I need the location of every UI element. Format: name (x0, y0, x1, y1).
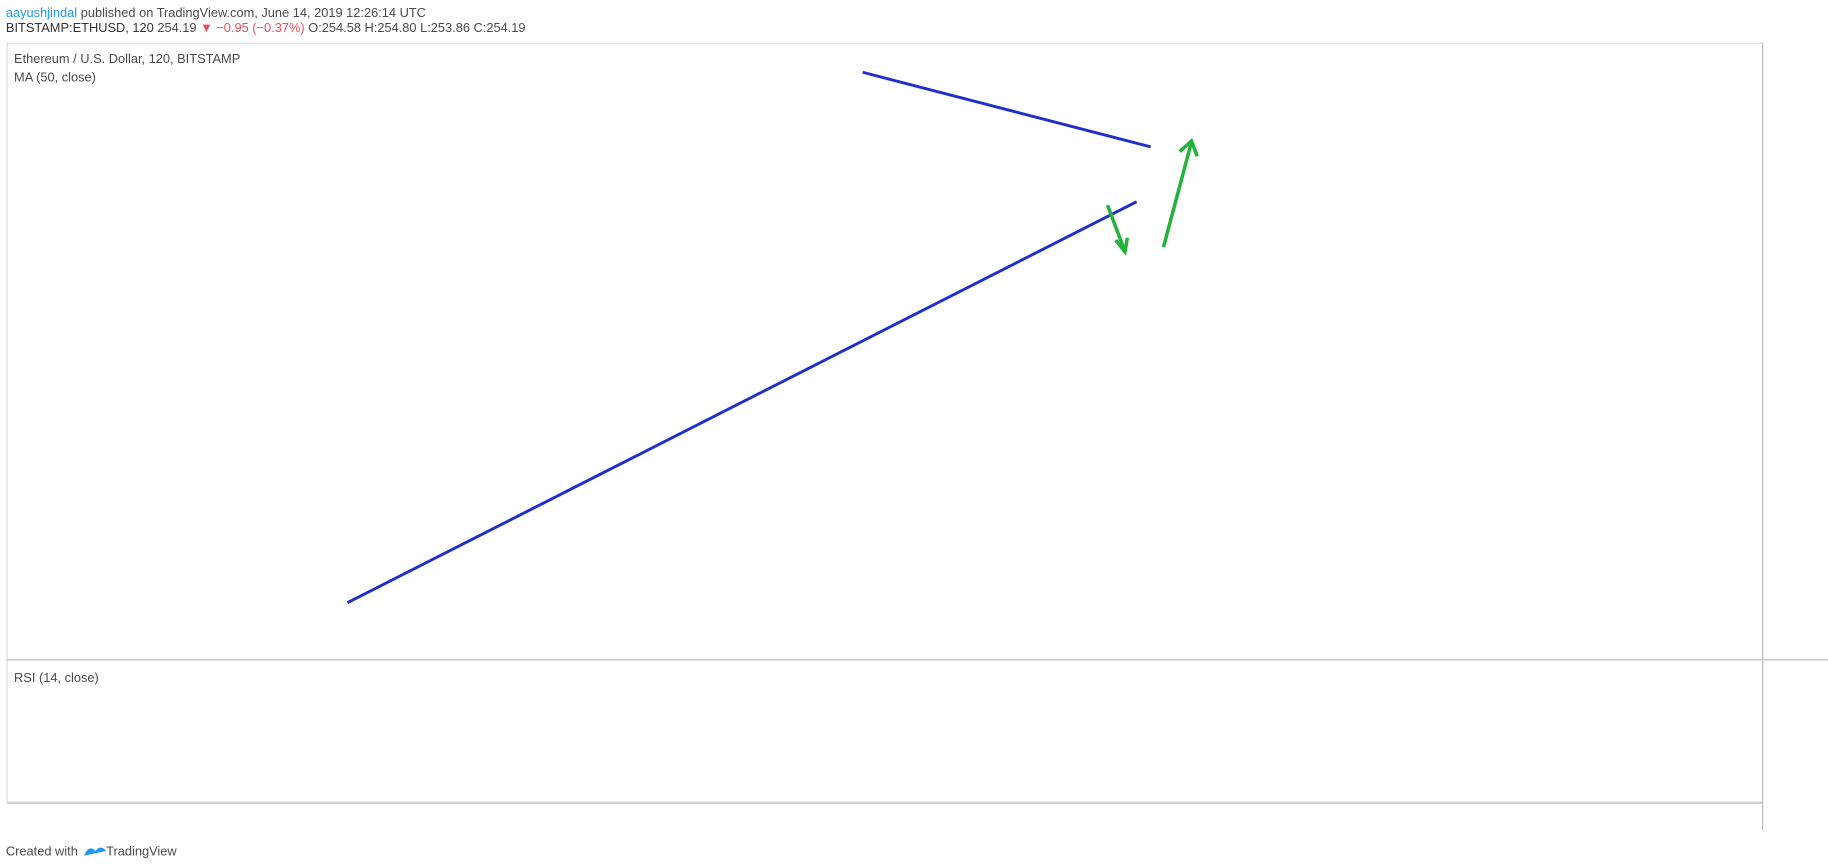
trend-line (862, 70, 1152, 149)
published: published on TradingView.com, June 14, 2… (81, 5, 426, 20)
last: 254.19 (157, 21, 196, 36)
change: ▼ −0.95 (−0.37%) (200, 21, 305, 36)
arrow-head (1114, 237, 1130, 256)
chart-title: Ethereum / U.S. Dollar, 120, BITSTAMP (14, 51, 240, 66)
publish-line: aayushjindal published on TradingView.co… (6, 5, 426, 20)
open: O:254.58 (308, 21, 361, 36)
footer-text: Created with (6, 844, 78, 859)
arrow-down (1105, 204, 1127, 253)
high: H:254.80 (365, 21, 417, 36)
close: C:254.19 (474, 21, 526, 36)
drawings (346, 70, 1199, 604)
logo (84, 847, 107, 856)
arrow-up (1161, 141, 1194, 248)
trend-line (346, 200, 1138, 604)
quote-line: BITSTAMP:ETHUSD, 120 254.19 ▼ −0.95 (−0.… (6, 21, 526, 36)
rsi-legend: RSI (14, close) (14, 670, 99, 685)
author[interactable]: aayushjindal (6, 5, 77, 20)
arrow-head (1178, 138, 1199, 157)
ma-legend: MA (50, close) (14, 69, 96, 84)
footer-brand[interactable]: TradingView (106, 844, 177, 859)
symbol: BITSTAMP:ETHUSD, 120 (6, 21, 154, 36)
low: L:253.86 (420, 21, 470, 36)
